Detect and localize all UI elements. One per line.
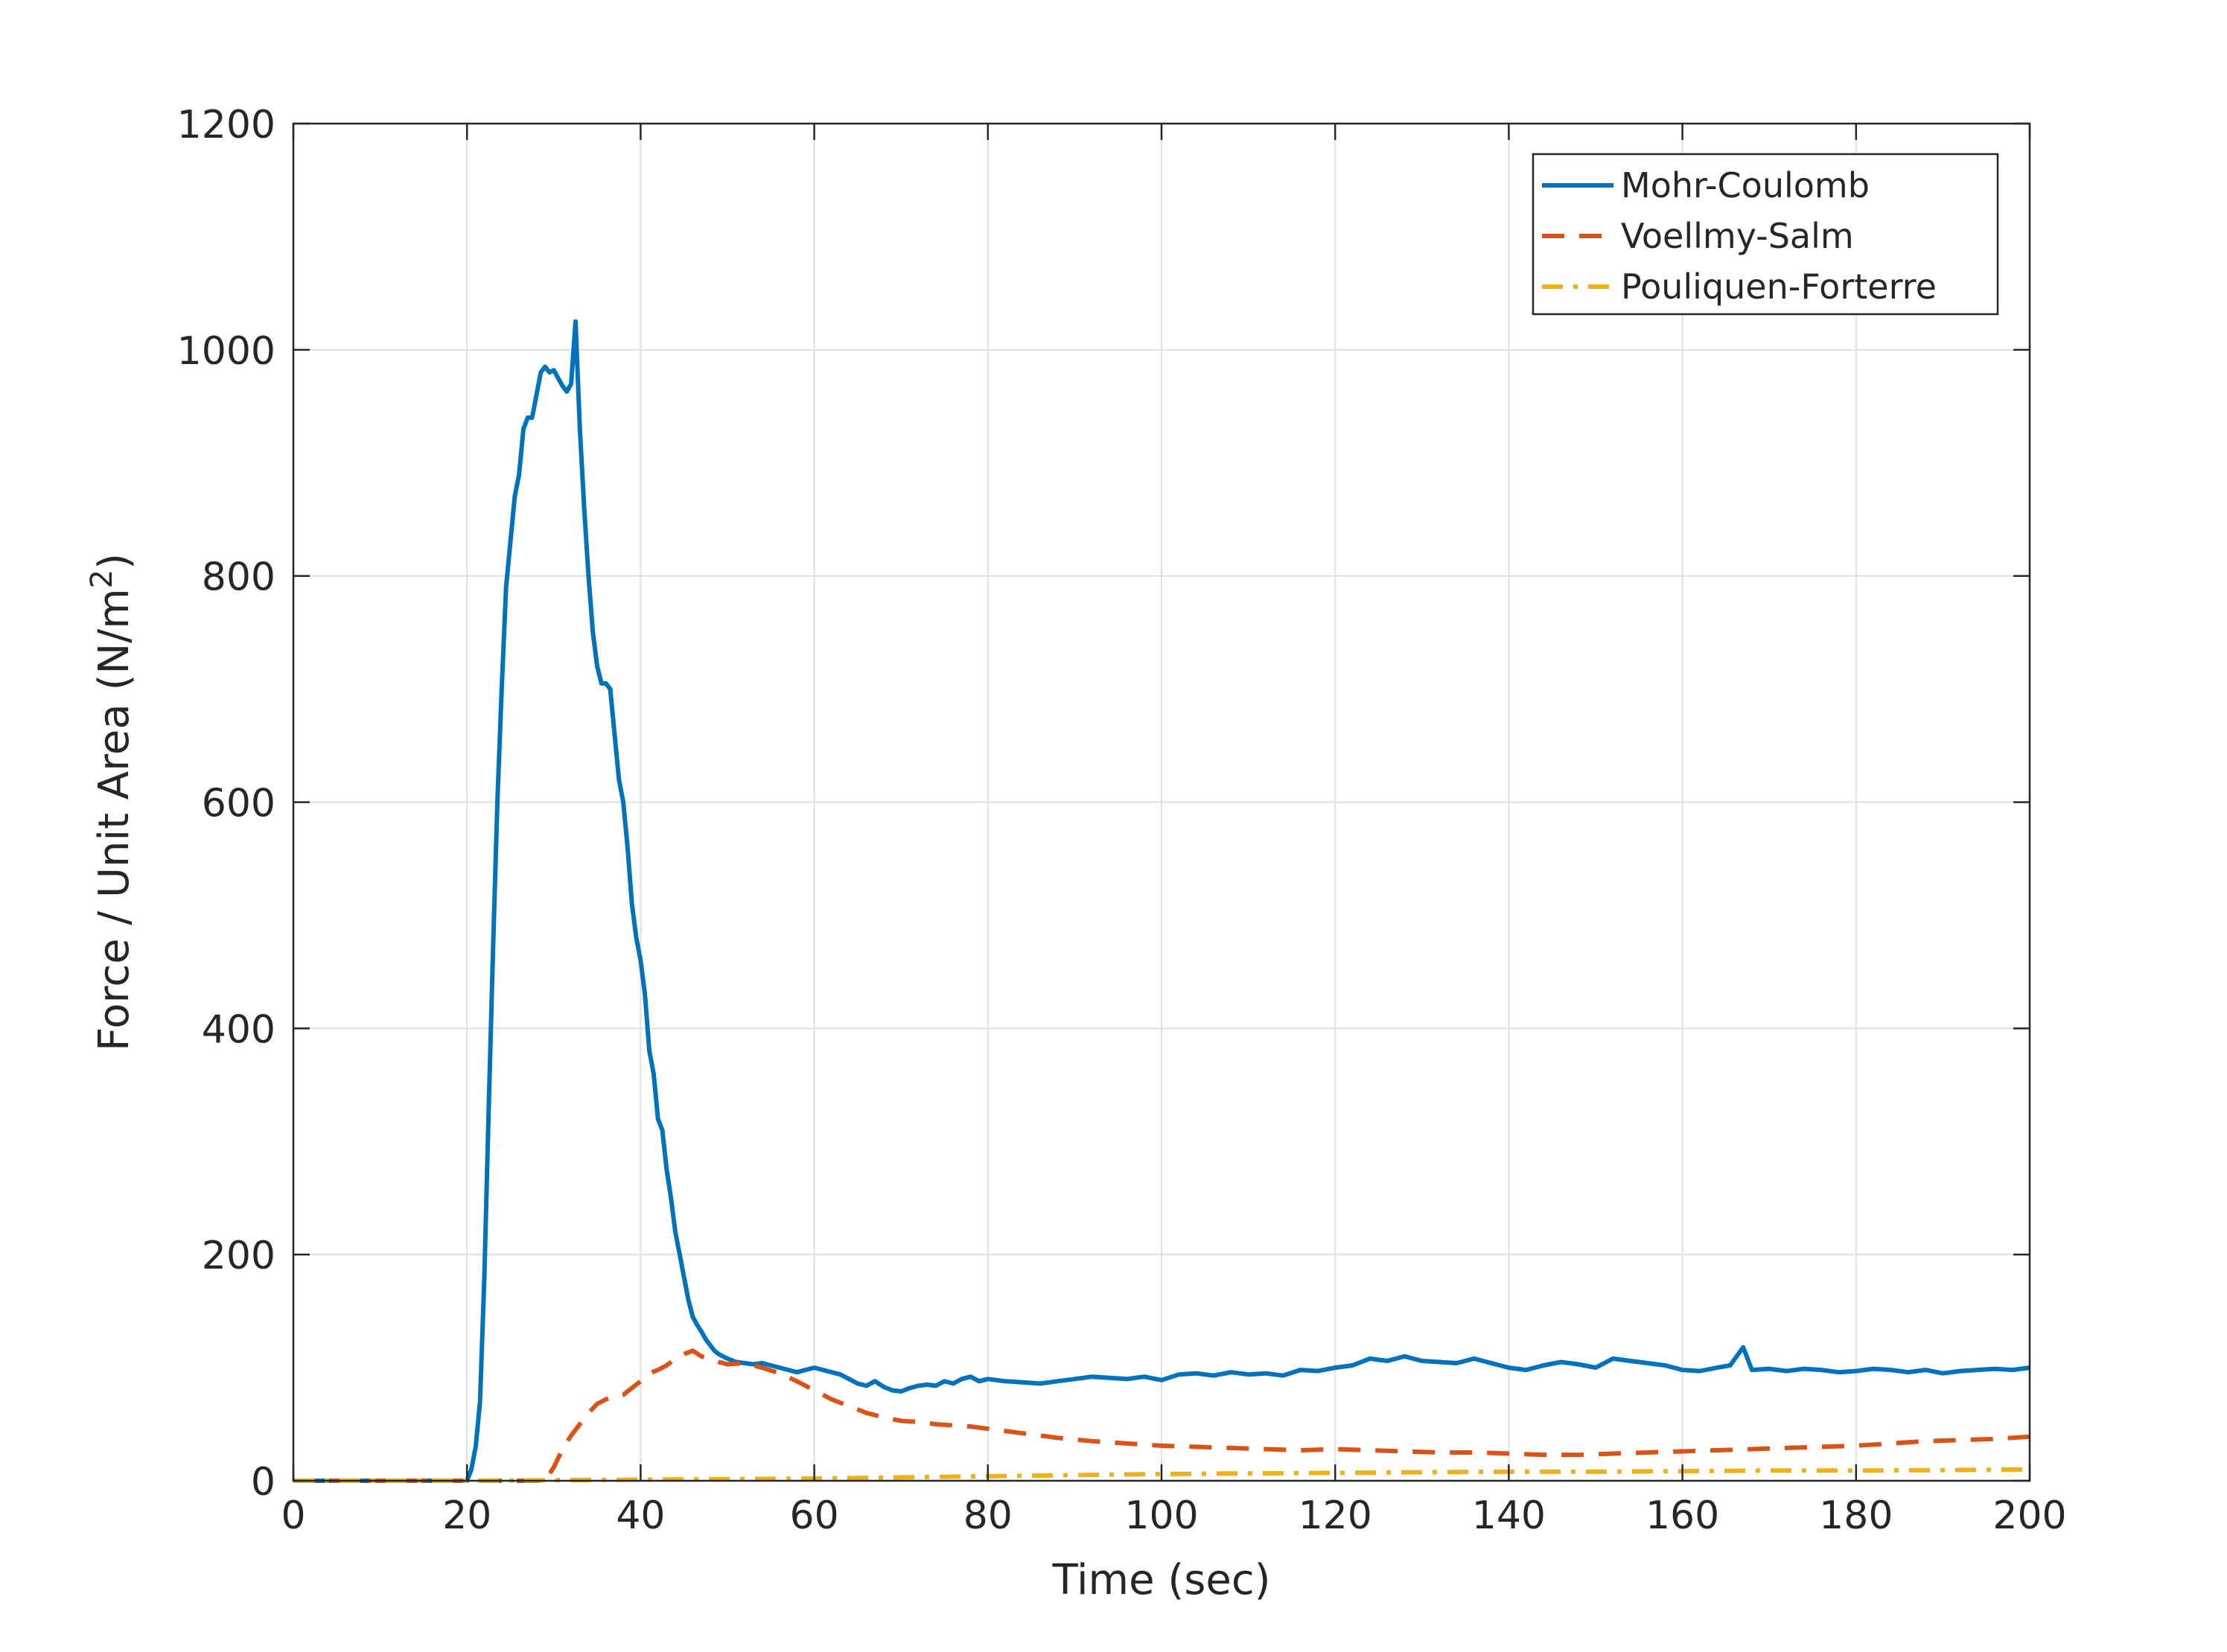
y-axis-label-end: ) (90, 553, 138, 570)
x-tick-label: 100 (1124, 1493, 1198, 1538)
legend: Mohr-Coulomb Voellmy-Salm Pouliquen-Forter… (1532, 153, 1999, 316)
x-tick-label: 180 (1819, 1493, 1893, 1538)
series-line-mohr-coulomb (293, 319, 2030, 1483)
x-axis-label: Time (sec) (1052, 1556, 1271, 1604)
y-tick-label: 400 (202, 1007, 275, 1052)
series-lines (293, 319, 2030, 1483)
y-tick-label: 200 (202, 1234, 275, 1278)
y-axis-label: Force / Unit Area (N/m2) (85, 553, 138, 1051)
x-tick-label: 140 (1472, 1493, 1546, 1538)
x-tick-label: 120 (1299, 1493, 1372, 1538)
legend-items: Mohr-Coulomb Voellmy-Salm Pouliquen-Forter… (1542, 165, 1937, 307)
legend-label: Mohr-Coulomb (1621, 165, 1870, 205)
legend-label: Voellmy-Salm (1621, 216, 1854, 256)
series-line-voellmy-salm (293, 1348, 2030, 1483)
y-axis-label-superscript: 2 (85, 570, 119, 588)
x-tick-label: 80 (963, 1493, 1013, 1538)
x-tick-label: 60 (790, 1493, 839, 1538)
y-tick-label: 600 (202, 782, 275, 826)
legend-label: Pouliquen-Forterre (1621, 267, 1937, 307)
y-axis-label-main: Force / Unit Area (N/m (90, 588, 138, 1051)
y-tick-label: 1200 (177, 103, 275, 147)
legend-box (1532, 153, 1999, 316)
x-tick-label: 160 (1645, 1493, 1719, 1538)
x-tick-label: 0 (281, 1493, 305, 1538)
series-line-pouliquen-forterre (293, 1467, 2030, 1483)
y-tick-label: 1000 (177, 329, 275, 374)
ticks (292, 122, 2031, 1482)
tick-labels: 0 20 40 60 80 100 120 140 160 180 200 0 200 400 600 800… (177, 103, 2067, 1538)
x-tick-label: 40 (616, 1493, 665, 1538)
x-tick-label: 20 (442, 1493, 491, 1538)
y-tick-label: 800 (202, 555, 275, 600)
y-tick-label: 0 (251, 1460, 275, 1505)
x-tick-label: 200 (1992, 1493, 2066, 1538)
